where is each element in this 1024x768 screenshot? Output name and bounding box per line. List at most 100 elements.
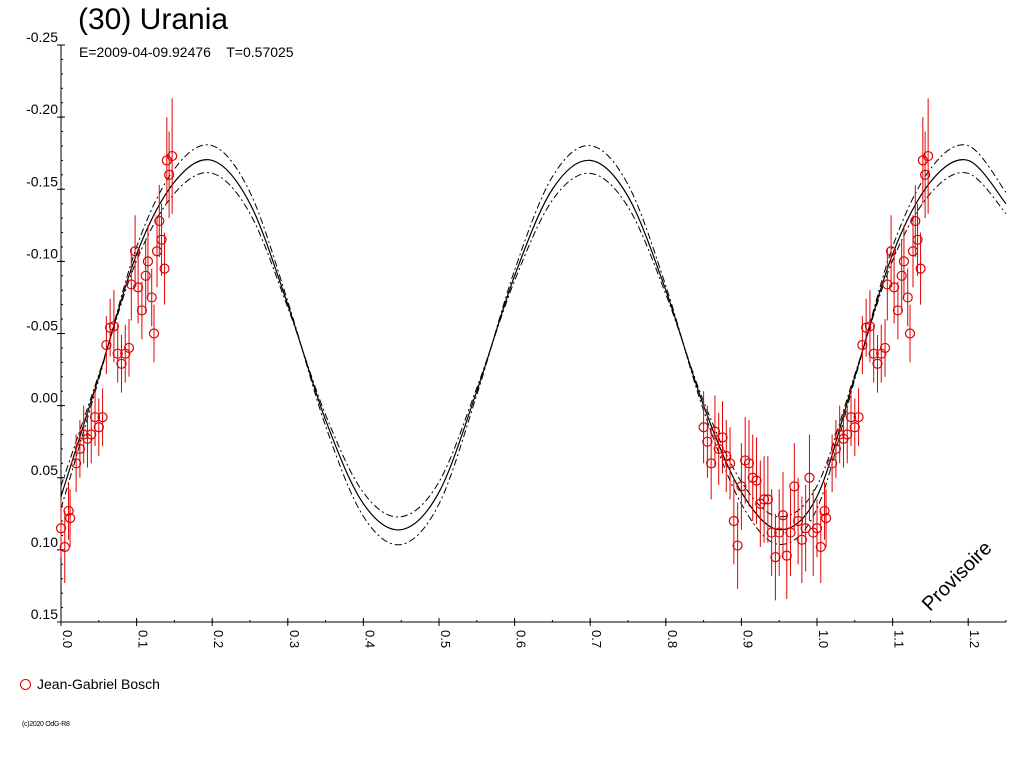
data-point [123, 342, 135, 354]
x-tick-label: 0.5 [438, 630, 453, 648]
data-point [889, 282, 900, 293]
data-point [904, 328, 916, 339]
data-point [857, 339, 868, 351]
data-point [154, 215, 165, 227]
data-point [898, 256, 910, 267]
data-point [133, 282, 144, 293]
data-point [164, 169, 175, 180]
x-tick-label: 1.2 [967, 630, 982, 648]
data-point [902, 292, 913, 303]
x-tick-label: 1.0 [816, 630, 831, 648]
fit-curve-lower [60, 172, 1007, 518]
data-point [140, 270, 151, 281]
copyright: (c)2020 OdG-R8 [22, 721, 70, 728]
y-tick-label: -0.05 [26, 318, 58, 334]
data-point [842, 429, 853, 440]
data-point [882, 279, 893, 290]
data-point [108, 321, 120, 332]
fit-curves [60, 144, 1007, 546]
provisoire-watermark: Provisoire [918, 537, 996, 615]
x-tick-label: 0.9 [740, 630, 755, 648]
data-point [728, 515, 739, 527]
data-point [736, 481, 747, 492]
data-point [830, 443, 842, 454]
data-point [156, 234, 167, 245]
data-point [820, 513, 832, 524]
data-point [879, 342, 891, 354]
data-point [762, 494, 773, 505]
data-point [777, 510, 789, 521]
x-tick-label: 0.8 [665, 630, 680, 648]
data-point [93, 422, 104, 433]
data-point [800, 523, 811, 534]
data-point [706, 458, 717, 469]
y-tick-label: 0.15 [31, 606, 58, 622]
data-point [59, 541, 70, 553]
data-point [845, 412, 857, 423]
data-point [136, 305, 147, 316]
data-point [789, 481, 800, 492]
x-tick-label: 0.1 [136, 630, 151, 648]
data-point [923, 150, 934, 162]
data-point [146, 292, 157, 303]
data-point [724, 458, 736, 469]
data-point [112, 348, 123, 359]
x-tick-label: 0.7 [589, 630, 604, 648]
x-tick-label: 0.3 [287, 630, 302, 648]
data-point [796, 534, 807, 545]
data-point [872, 358, 883, 369]
data-point [811, 523, 823, 534]
data-point [915, 263, 926, 274]
data-point [758, 494, 770, 505]
data-point [709, 426, 721, 437]
data-point [849, 422, 860, 433]
data-point [766, 527, 777, 538]
data-point [698, 422, 709, 433]
y-tick-label: 0.10 [31, 534, 58, 550]
y-tick-label: -0.10 [26, 245, 58, 261]
data-point [827, 458, 838, 469]
x-tick-label: 0.6 [514, 630, 529, 648]
axes: -0.25 -0.20 -0.15 -0.10 -0.05 0.00 0.05 0.10 0.1… [26, 29, 1007, 648]
legend-marker-icon [20, 679, 31, 690]
data-point [815, 541, 826, 553]
data-point [743, 458, 755, 469]
y-tick-label: 0.00 [31, 390, 58, 406]
data-point [896, 270, 907, 281]
x-tick-label: 1.1 [892, 630, 907, 648]
data-point [792, 515, 804, 527]
data-point [55, 523, 67, 534]
data-point [702, 436, 713, 447]
data-point [751, 475, 762, 486]
y-tick-label: -0.20 [26, 101, 58, 117]
legend-label: Jean-Gabriel Bosch [37, 676, 160, 692]
data-point [64, 513, 76, 524]
data-point [86, 429, 97, 440]
fit-curve-upper [60, 144, 1007, 546]
y-tick-label: -0.15 [26, 173, 58, 189]
data-point [97, 412, 108, 423]
data-point [74, 443, 86, 454]
data-point [868, 348, 879, 359]
data-point [819, 505, 830, 517]
data-point [885, 246, 897, 257]
data-point [116, 358, 127, 369]
data-point [89, 412, 101, 423]
x-tick-label: 0.4 [362, 630, 377, 648]
data-point [770, 551, 781, 563]
data-point [126, 279, 137, 290]
data-point [853, 412, 864, 423]
chart-subtitle: E=2009-04-09.92476 T=0.57025 [79, 44, 294, 60]
data-point [717, 432, 728, 443]
y-tick-label: -0.25 [26, 29, 58, 45]
data-point [148, 328, 160, 339]
data-point [142, 256, 154, 267]
data-point [71, 458, 82, 469]
data-point [785, 527, 796, 538]
data-point [892, 305, 903, 316]
data-point [920, 169, 931, 180]
fit-curve [60, 159, 1007, 531]
data-point [804, 472, 815, 483]
data-point [713, 443, 724, 454]
